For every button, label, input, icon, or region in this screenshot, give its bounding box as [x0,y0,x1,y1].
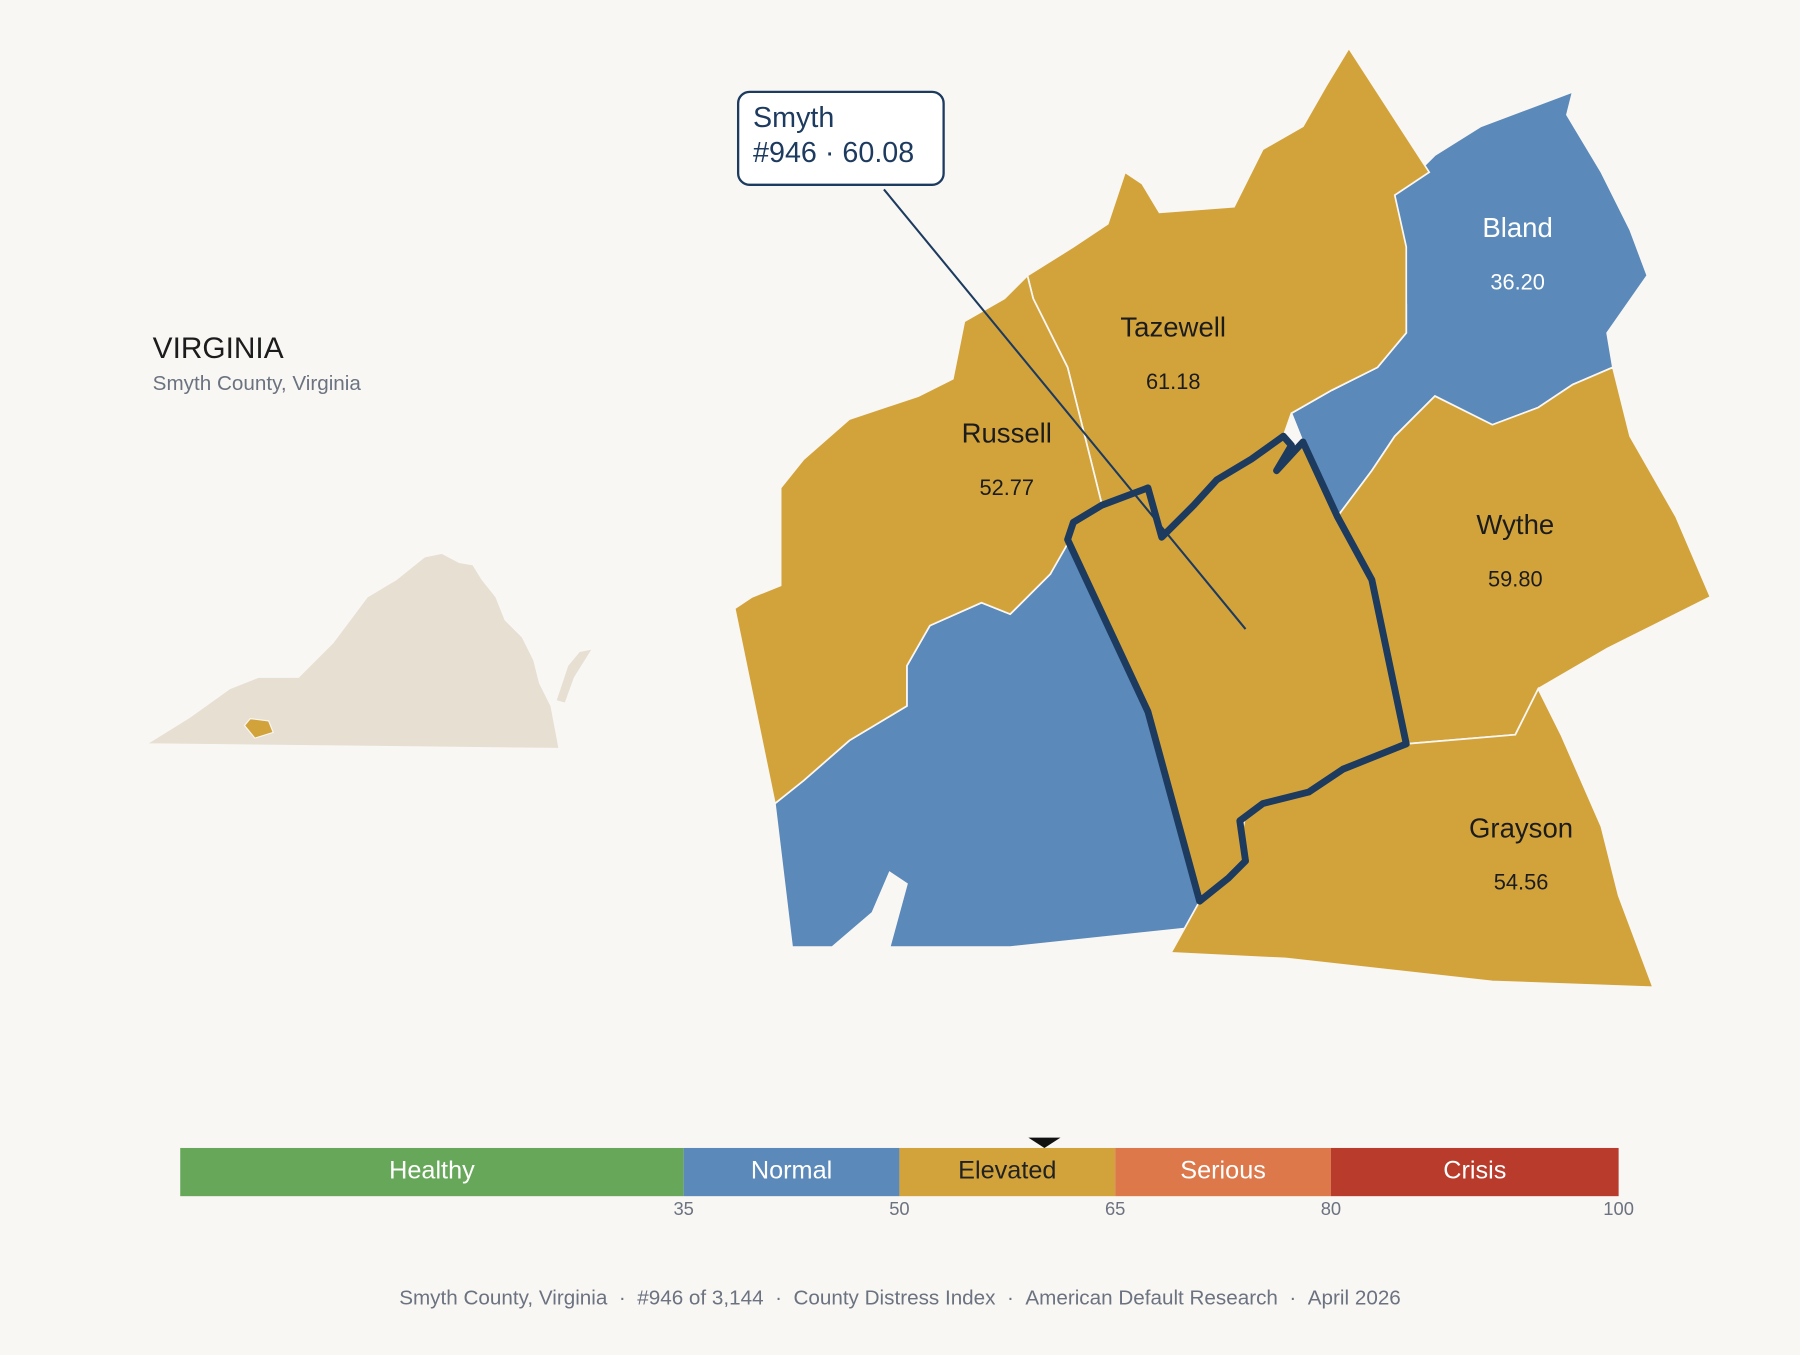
county-score: 59.80 [1488,567,1543,592]
footer-separator: · [775,1287,782,1310]
state-inset [144,552,560,750]
footer-part: Smyth County, Virginia [399,1287,608,1310]
county-labels: Bland 36.20 Tazewell 61.18 Russell 52.77 Wythe… [962,212,1574,895]
county-name: Tazewell [1120,312,1226,343]
title: VIRGINIA [153,332,284,365]
legend-band [180,1147,684,1197]
county-name: Wythe [1476,509,1554,540]
legend-band-label: Crisis [1443,1157,1506,1185]
legend-band [899,1147,1116,1197]
county-score: 61.18 [1146,369,1201,394]
legend-band-label: Normal [751,1157,832,1185]
footer-separator: · [619,1287,626,1310]
legend-tick-label: 50 [889,1198,909,1219]
footer-separator: · [1007,1287,1014,1310]
footer-part: #946 of 3,144 [637,1287,763,1310]
callout-separator: · [825,136,835,168]
county-name: Bland [1482,212,1552,243]
county-name: Grayson [1469,812,1573,843]
inset-highlight [243,718,274,739]
county-score: 52.77 [979,475,1034,500]
county-name: Russell [962,417,1052,448]
callout-leader [883,188,1247,630]
legend-tick-label: 35 [673,1198,693,1219]
county-score: 54.56 [1494,870,1549,895]
state-inset-island [556,649,592,703]
legend-tick-label: 80 [1321,1198,1341,1219]
county-score: 36.20 [1490,269,1545,294]
footer: Smyth County, Virginia · #946 of 3,144 · Cou… [399,1287,1401,1310]
footer-separator: · [1289,1287,1296,1310]
county-shape [733,273,1103,806]
callout-detail: #946 · 60.08 [753,136,914,168]
subtitle: Smyth County, Virginia [153,372,362,395]
legend-band [683,1147,900,1197]
legend-band-label: Elevated [958,1157,1056,1185]
legend: Healthy Normal Elevated Serious Crisis 35 50 65… [180,1137,1634,1219]
legend-tick-label: 100 [1603,1198,1634,1219]
callout-box [736,90,945,186]
legend-band [1330,1147,1619,1197]
highlighted-county [1064,432,1410,905]
legend-tick-label: 65 [1105,1198,1125,1219]
callout-score: 60.08 [842,136,914,168]
legend-band-label: Healthy [389,1157,475,1185]
legend-band [1115,1147,1331,1197]
footer-part: April 2026 [1308,1287,1401,1310]
legend-band-label: Serious [1180,1157,1266,1185]
callout-rank: #946 [753,136,817,168]
footer-part: American Default Research [1025,1287,1278,1310]
footer-part: County Distress Index [793,1287,996,1310]
callout-name: Smyth [753,102,834,134]
score-marker [1028,1137,1061,1148]
